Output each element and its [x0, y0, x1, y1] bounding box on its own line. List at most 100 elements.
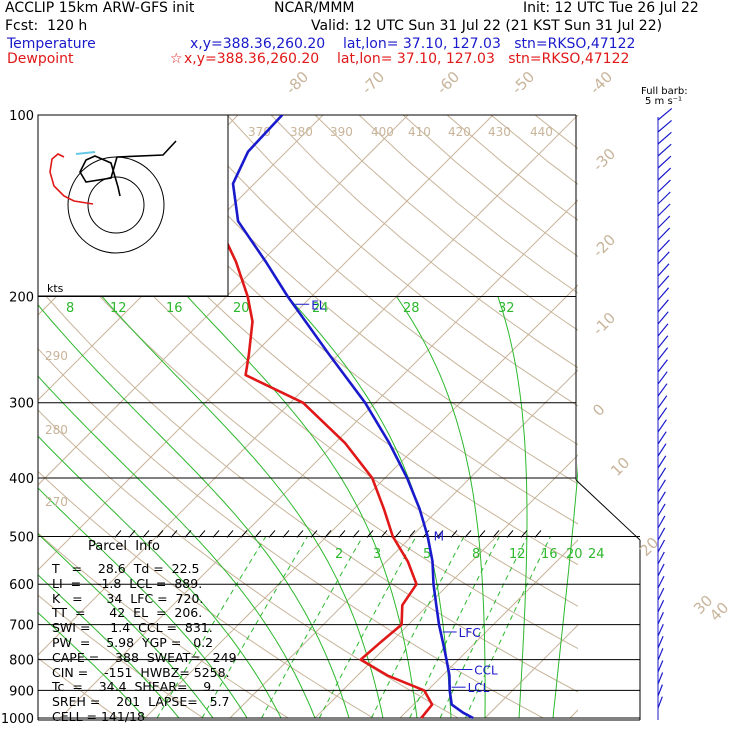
wind-barb	[657, 203, 671, 217]
moist-adiabat-line	[287, 296, 452, 719]
parcel-info-row: PW = 5.98 YGP = 0.2	[52, 635, 214, 650]
parcel-info-row: Tc = 34.4 SHEAR= 9.	[52, 679, 216, 695]
dry-adiabat-line	[50, 115, 578, 566]
mixing-ratio-line	[439, 536, 528, 719]
theta-label: 440	[530, 125, 553, 139]
isotherm-label: -40	[586, 68, 616, 98]
isotherm-line	[38, 115, 494, 571]
wind-barb	[657, 455, 667, 469]
freezing-tick	[184, 530, 192, 538]
freezing-tick	[436, 530, 444, 538]
theta-label: 270	[45, 495, 68, 509]
freezing-tick	[128, 530, 136, 538]
wind-barb	[657, 648, 664, 661]
isotherm-label: 10	[607, 454, 633, 480]
wind-barb	[657, 575, 665, 589]
mixing-ratio-line	[261, 536, 364, 719]
parcel-info-row: SREH = 201 LAPSE= 5.7	[52, 694, 230, 710]
dewpoint-legend: Dewpoint	[7, 51, 74, 67]
dry-adiabat-line	[711, 115, 740, 718]
isotherm-label: -10	[589, 309, 619, 339]
mixing-ratio-line	[464, 536, 551, 719]
freezing-tick	[114, 530, 122, 538]
hodograph-trace	[79, 140, 177, 197]
wind-barb	[657, 119, 672, 133]
wind-barb	[657, 215, 671, 229]
mixing-ratio-label: 24	[588, 547, 605, 562]
theta-label: 290	[45, 349, 68, 363]
theta-label: 390	[330, 125, 353, 139]
freezing-tick	[296, 530, 304, 538]
pressure-label: 400	[9, 472, 34, 487]
mixing-ratio-label: 28	[403, 301, 420, 316]
pressure-label: 1000	[1, 712, 34, 727]
dry-adiabat-line	[226, 115, 578, 407]
annotation-el: EL	[311, 298, 326, 312]
wind-barb	[657, 539, 666, 553]
wind-barb	[657, 696, 663, 709]
annotation-lcl: LCL	[468, 681, 490, 695]
parcel-info-row: TT = 42 EL = 206.	[52, 605, 203, 621]
freezing-tick	[282, 530, 290, 538]
isotherm-label: -20	[589, 231, 619, 261]
wind-barb	[657, 624, 664, 637]
isotherm-line	[144, 284, 578, 719]
pressure-label: 200	[9, 291, 34, 306]
isotherm-line	[655, 115, 740, 718]
wind-barb	[657, 636, 664, 649]
isotherm-label: -50	[508, 68, 538, 98]
freezing-tick	[506, 530, 514, 538]
hodograph-ring	[67, 156, 165, 254]
wind-barb	[657, 167, 672, 181]
freezing-tick	[366, 530, 374, 538]
mixing-ratio-label: 16	[541, 547, 558, 562]
parcel-info-row: T = 28.6 Td = 22.5	[52, 561, 200, 576]
isotherm-line	[484, 624, 578, 719]
moist-adiabat-line	[552, 463, 578, 719]
freezing-tick	[310, 530, 318, 538]
barb-note-line2: 5 m s⁻¹	[645, 96, 682, 107]
wind-barb	[657, 251, 670, 265]
freezing-tick	[478, 530, 486, 538]
mixing-ratio-label: 20	[566, 547, 583, 562]
dry-adiabat-line	[38, 223, 578, 650]
wind-barb	[657, 383, 668, 397]
wind-barb	[657, 551, 665, 565]
dry-adiabat-line	[38, 532, 289, 719]
annotation-lfc: LFC	[459, 626, 481, 640]
forecast-hour: Fcst: 120 h	[5, 18, 88, 34]
dry-adiabat-line	[38, 470, 374, 719]
wind-barb	[657, 395, 668, 409]
dry-adiabat-line	[490, 115, 578, 185]
wind-barb	[657, 359, 668, 373]
freezing-tick	[268, 530, 276, 538]
parcel-info-row: K = 34 LFC = 720.	[52, 590, 204, 606]
temperature-legend: Temperature	[7, 36, 96, 52]
wind-barb	[657, 179, 671, 193]
annotation-m: M	[434, 529, 444, 543]
moist-adiabat-line	[38, 612, 146, 719]
freezing-tick	[408, 530, 416, 538]
isotherm-label: -30	[589, 145, 619, 175]
wind-barb	[657, 660, 664, 673]
parcel-info-row: SWI = 1.4 CCL = 831.	[52, 620, 213, 636]
freezing-tick	[226, 530, 234, 538]
mixing-ratio-label: 32	[498, 301, 515, 316]
parcel-info-row: CIN = -151 HWBZ= 5258.	[52, 664, 230, 680]
wind-barb	[657, 191, 671, 205]
isotherm-line	[399, 539, 578, 719]
mixing-ratio-label: 12	[110, 301, 127, 316]
wind-barb	[657, 263, 670, 277]
isotherm-line	[569, 709, 578, 719]
mixing-ratio-label: 8	[66, 301, 74, 316]
hodograph-trace-low	[49, 153, 94, 205]
temperature-location: x,y=388.36,260.20 lat,lon= 37.10, 127.03…	[190, 36, 636, 52]
wind-barb	[657, 467, 667, 481]
wind-barb	[657, 275, 670, 289]
wind-barb	[657, 131, 672, 145]
freezing-tick	[352, 530, 360, 538]
wind-barb	[657, 684, 663, 697]
parcel-info-row: LI = -1.8 LCL = 889.	[52, 575, 203, 591]
wind-barb	[657, 491, 666, 505]
